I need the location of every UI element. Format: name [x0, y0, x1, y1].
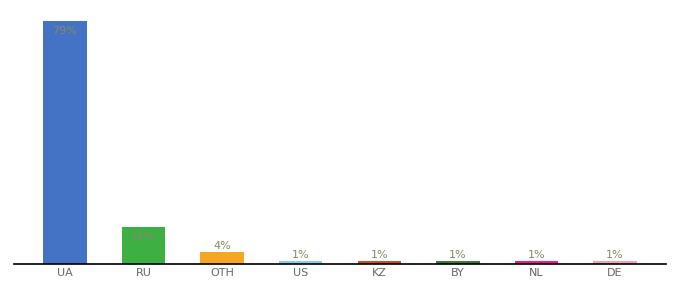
Bar: [122, 227, 165, 264]
Bar: [358, 261, 401, 264]
Bar: [515, 261, 558, 264]
Text: 4%: 4%: [214, 241, 231, 251]
Bar: [44, 21, 86, 264]
Text: 1%: 1%: [528, 250, 545, 260]
Text: 1%: 1%: [449, 250, 466, 260]
Text: 1%: 1%: [371, 250, 388, 260]
Text: 79%: 79%: [52, 26, 78, 36]
Text: 12%: 12%: [131, 232, 156, 242]
Bar: [201, 252, 243, 264]
Bar: [594, 261, 636, 264]
Text: 1%: 1%: [292, 250, 309, 260]
Bar: [279, 261, 322, 264]
Bar: [437, 261, 479, 264]
Text: 1%: 1%: [607, 250, 624, 260]
